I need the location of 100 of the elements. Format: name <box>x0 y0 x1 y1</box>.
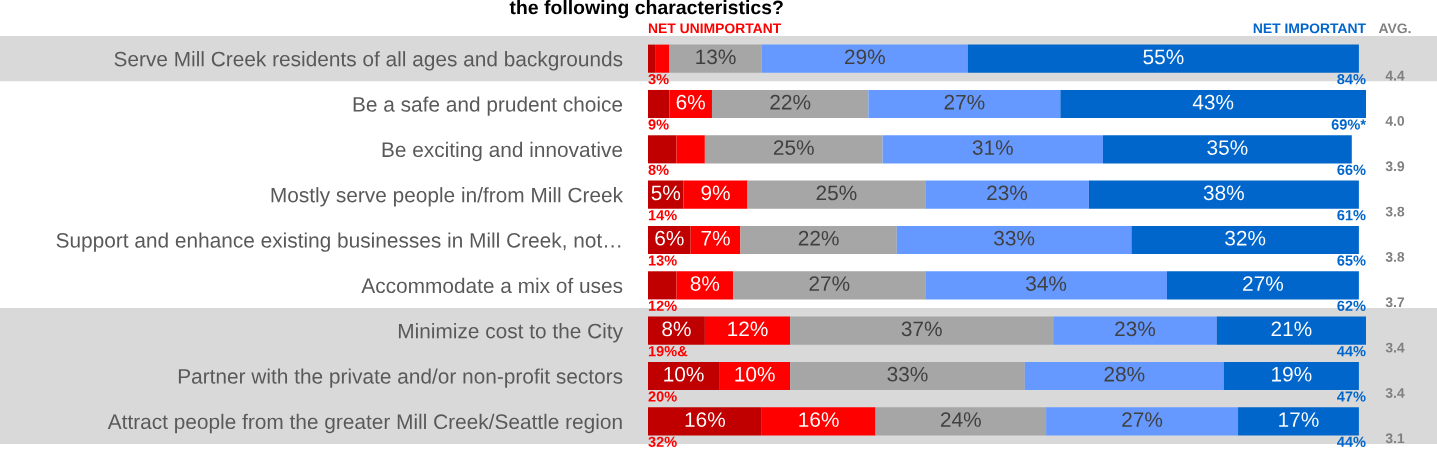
bar <box>967 44 1359 73</box>
bar <box>925 271 1167 300</box>
bar <box>1102 135 1352 164</box>
text: NET UNIMPORTANT <box>648 23 782 34</box>
annotation: 32% <box>648 436 677 448</box>
text: 3.8 <box>1385 252 1405 262</box>
data-label: 28% <box>1104 366 1145 382</box>
annotation: 13% <box>648 255 677 266</box>
y-tick-label: Minimize cost to the City <box>398 323 623 343</box>
bar <box>1238 407 1359 436</box>
data-label: 37% <box>901 321 942 337</box>
annotation: 12% <box>648 300 677 311</box>
bar <box>711 89 869 119</box>
data-label: 33% <box>887 366 928 382</box>
data-label: 23% <box>1115 321 1156 337</box>
data-label: 24% <box>940 412 981 427</box>
data-label: 27% <box>944 94 985 110</box>
data-label: 23% <box>987 185 1028 201</box>
text: 3.4 <box>1385 388 1405 398</box>
data-label: 12% <box>728 321 768 337</box>
annotation: 44% <box>1337 436 1366 447</box>
annotation: 69%* <box>1331 119 1366 130</box>
bar <box>676 271 734 300</box>
data-label: 27% <box>1243 276 1284 291</box>
annotation: 61% <box>1337 210 1366 221</box>
data-label: 10% <box>664 366 704 382</box>
data-label: 34% <box>1026 276 1067 291</box>
data-label: 43% <box>1192 94 1234 110</box>
data-label: 29% <box>845 49 885 65</box>
bar <box>676 135 705 164</box>
bar <box>761 44 968 73</box>
bar <box>1088 180 1359 209</box>
bar <box>648 271 677 300</box>
text: 4.0 <box>1385 116 1405 126</box>
bar <box>740 225 897 255</box>
bar <box>655 44 670 73</box>
data-label: 5% <box>651 185 681 201</box>
data-label: 33% <box>994 230 1035 246</box>
bar <box>1216 316 1366 345</box>
y-tick-label: Attract people from the greater Mill Creek/Seattle region <box>107 413 622 434</box>
annotation: 19%& <box>648 346 688 357</box>
y-tick-label: Accommodate a mix of uses <box>361 277 623 294</box>
data-label: 6% <box>655 230 684 246</box>
data-label: 6% <box>676 94 705 110</box>
data-label: 16% <box>799 412 839 427</box>
bar <box>1166 271 1359 300</box>
bar <box>1053 316 1217 345</box>
data-label: 19% <box>1272 366 1312 382</box>
annotation: 66% <box>1337 164 1366 176</box>
bar <box>790 361 1025 391</box>
bar <box>733 271 926 300</box>
bar <box>868 89 1061 119</box>
annotation: 9% <box>648 119 669 130</box>
bar <box>790 316 1054 345</box>
data-label: 16% <box>685 412 725 427</box>
bar <box>1060 89 1366 119</box>
data-label: 22% <box>770 94 811 110</box>
bar <box>925 180 1089 209</box>
bar <box>747 180 926 209</box>
data-label: 35% <box>1207 140 1248 155</box>
bar <box>719 361 791 391</box>
bar <box>648 44 656 73</box>
bar <box>648 135 677 164</box>
y-tick-label: Be exciting and innovative <box>382 141 623 162</box>
y-tick-label: Partner with the private and/or non-profit sectors <box>178 368 623 388</box>
annotation: 62% <box>1337 300 1366 312</box>
data-label: 9% <box>701 185 730 201</box>
text: 3.1 <box>1385 433 1405 444</box>
chart-title: the following characteristics? <box>509 0 783 19</box>
data-label: 55% <box>1143 49 1184 65</box>
bar <box>648 361 720 391</box>
data-label: 17% <box>1279 412 1319 427</box>
bar <box>1024 361 1224 391</box>
annotation: 8% <box>648 164 669 176</box>
data-label: 32% <box>1225 230 1266 246</box>
text: NET IMPORTANT <box>1253 23 1366 34</box>
text: 3.9 <box>1385 161 1405 172</box>
data-label: 25% <box>773 140 814 155</box>
text: 3.8 <box>1385 206 1405 217</box>
bar <box>761 407 876 436</box>
annotation: 44% <box>1337 346 1366 357</box>
data-label: 25% <box>816 185 857 201</box>
data-label: 22% <box>798 230 839 246</box>
y-tick-label: Serve Mill Creek residents of all ages and backgrounds <box>114 51 623 71</box>
bar <box>704 316 791 345</box>
y-tick-label: Be a safe and prudent choice <box>353 96 623 116</box>
annotation: 3% <box>648 74 669 85</box>
text: 3.7 <box>1385 297 1405 308</box>
data-label: 38% <box>1203 185 1244 201</box>
data-label: 21% <box>1271 321 1312 337</box>
data-label: 31% <box>972 140 1013 155</box>
bar <box>669 44 762 73</box>
annotation: 20% <box>648 391 677 402</box>
bar <box>1223 361 1359 391</box>
bar <box>704 135 883 164</box>
data-label: 13% <box>696 49 736 65</box>
bar <box>648 407 762 436</box>
bar <box>1046 407 1239 436</box>
bar <box>875 407 1047 436</box>
bar <box>648 316 705 345</box>
